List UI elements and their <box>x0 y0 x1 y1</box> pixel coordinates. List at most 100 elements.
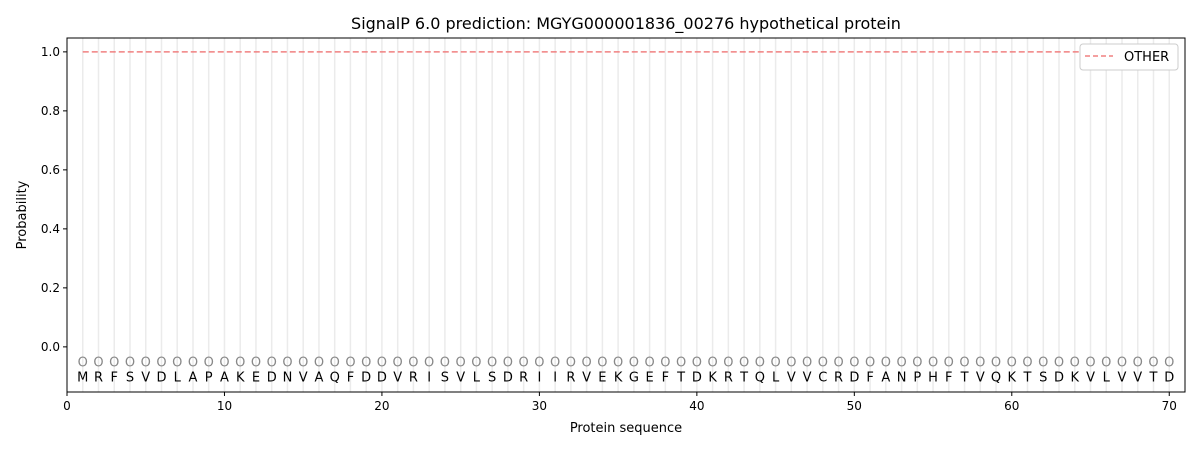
residue-label: L <box>174 370 182 385</box>
position-marker: O <box>849 356 859 371</box>
residue-label: K <box>1071 370 1080 385</box>
position-marker: O <box>550 356 560 371</box>
position-marker: O <box>818 356 828 371</box>
residue-label: I <box>553 370 557 385</box>
residue-label: T <box>960 370 969 385</box>
position-marker: O <box>235 356 245 371</box>
x-axis-label: Protein sequence <box>570 421 682 436</box>
position-marker: O <box>739 356 749 371</box>
position-marker: O <box>802 356 812 371</box>
residue-label: D <box>361 370 371 385</box>
residue-label: K <box>614 370 623 385</box>
residue-label: A <box>314 370 323 385</box>
position-marker: O <box>314 356 324 371</box>
position-marker: O <box>534 356 544 371</box>
residue-label: V <box>141 370 150 385</box>
position-marker: O <box>723 356 733 371</box>
residue-label: D <box>692 370 702 385</box>
residue-label: R <box>519 370 528 385</box>
residue-label: G <box>629 370 639 385</box>
x-tick-label: 40 <box>689 399 704 413</box>
residue-label: S <box>126 370 134 385</box>
position-marker: O <box>487 356 497 371</box>
residue-label: K <box>236 370 245 385</box>
residue-label: L <box>1103 370 1111 385</box>
y-tick-label: 0.2 <box>41 281 60 295</box>
position-marker: O <box>786 356 796 371</box>
residue-label: Q <box>330 370 340 385</box>
position-marker: O <box>944 356 954 371</box>
position-marker: O <box>1070 356 1080 371</box>
position-marker: O <box>503 356 513 371</box>
y-tick-label: 0.8 <box>41 104 60 118</box>
y-tick-label: 0.6 <box>41 163 60 177</box>
residue-label: S <box>1039 370 1047 385</box>
residue-label: R <box>409 370 418 385</box>
position-marker: O <box>912 356 922 371</box>
residue-label: T <box>676 370 685 385</box>
residue-label: S <box>441 370 449 385</box>
x-tick-label: 0 <box>63 399 71 413</box>
residue-label: V <box>299 370 308 385</box>
position-marker: O <box>1133 356 1143 371</box>
position-marker: O <box>1101 356 1111 371</box>
residue-label: P <box>205 370 213 385</box>
residue-label: V <box>582 370 591 385</box>
position-marker: O <box>298 356 308 371</box>
residue-label: K <box>1008 370 1017 385</box>
residue-label: Q <box>755 370 765 385</box>
residue-label: M <box>77 370 88 385</box>
residue-label: F <box>347 370 354 385</box>
residue-label: T <box>1023 370 1032 385</box>
residue-label: Q <box>991 370 1001 385</box>
residue-label: R <box>834 370 843 385</box>
residue-label: E <box>252 370 260 385</box>
residue-label: D <box>849 370 859 385</box>
residue-label: D <box>377 370 387 385</box>
position-marker: O <box>1085 356 1095 371</box>
position-marker: O <box>629 356 639 371</box>
position-marker: O <box>424 356 434 371</box>
y-tick-label: 0.4 <box>41 222 60 236</box>
position-marker: O <box>676 356 686 371</box>
position-marker: O <box>1164 356 1174 371</box>
residue-label: R <box>566 370 575 385</box>
position-marker: O <box>345 356 355 371</box>
residue-label: D <box>503 370 513 385</box>
position-marker: O <box>125 356 135 371</box>
residue-label: V <box>976 370 985 385</box>
residue-label: H <box>928 370 938 385</box>
position-marker: O <box>377 356 387 371</box>
position-marker: O <box>881 356 891 371</box>
residue-label: V <box>393 370 402 385</box>
residue-label: A <box>220 370 229 385</box>
residue-label: T <box>739 370 748 385</box>
residue-label: V <box>456 370 465 385</box>
residue-label: E <box>598 370 606 385</box>
position-marker: O <box>456 356 466 371</box>
position-marker: O <box>408 356 418 371</box>
position-marker: O <box>975 356 985 371</box>
residue-label: I <box>537 370 541 385</box>
legend-label-other: OTHER <box>1124 50 1169 65</box>
position-marker: O <box>109 356 119 371</box>
residue-label: L <box>473 370 481 385</box>
position-marker: O <box>755 356 765 371</box>
position-marker: O <box>361 356 371 371</box>
position-marker: O <box>282 356 292 371</box>
position-marker: O <box>928 356 938 371</box>
position-marker: O <box>1038 356 1048 371</box>
position-marker: O <box>251 356 261 371</box>
position-marker: O <box>188 356 198 371</box>
x-tick-label: 60 <box>1004 399 1019 413</box>
position-marker: O <box>896 356 906 371</box>
residue-label: D <box>1054 370 1064 385</box>
residue-label: D <box>267 370 277 385</box>
residue-label: L <box>772 370 780 385</box>
position-marker: O <box>78 356 88 371</box>
position-marker: O <box>1148 356 1158 371</box>
position-marker: O <box>833 356 843 371</box>
residue-label: F <box>110 370 117 385</box>
